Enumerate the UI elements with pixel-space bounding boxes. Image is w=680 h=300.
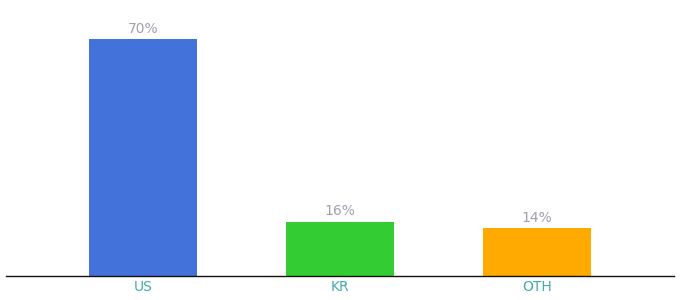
Bar [483,228,591,276]
Text: 70%: 70% [128,22,158,36]
Text: 16%: 16% [324,204,356,218]
Bar [89,39,197,276]
Text: 14%: 14% [522,211,552,225]
Bar [286,222,394,276]
